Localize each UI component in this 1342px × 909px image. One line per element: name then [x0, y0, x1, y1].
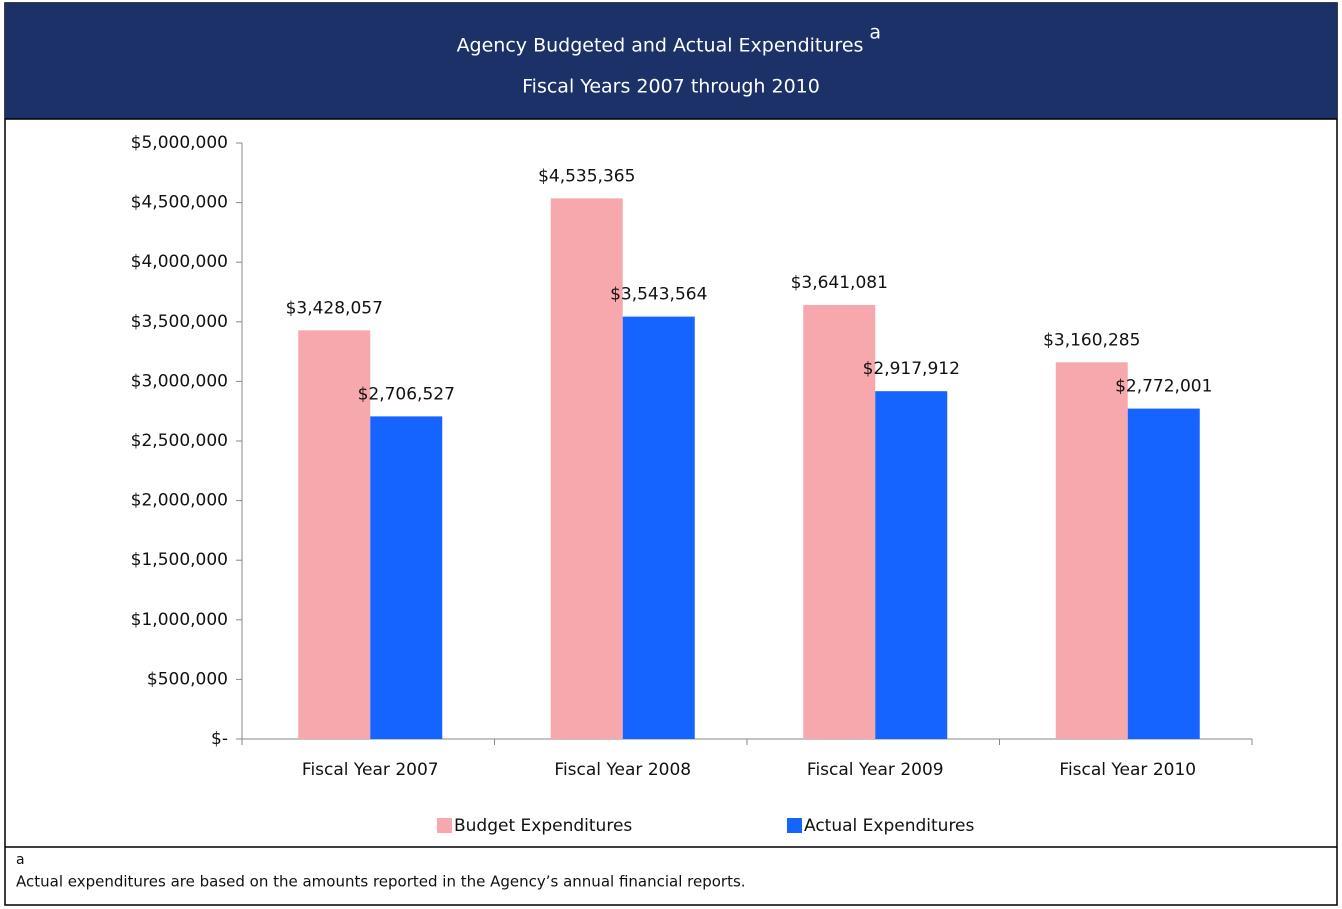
y-tick-label: $1,000,000	[131, 610, 228, 630]
header-band	[5, 3, 1337, 119]
footnote-text: Actual expenditures are based on the amo…	[16, 873, 746, 891]
legend-swatch	[787, 818, 802, 833]
y-tick-label: $1,500,000	[131, 550, 228, 570]
value-label: $3,428,057	[286, 298, 383, 318]
y-tick-label: $-	[211, 729, 228, 749]
y-tick-label: $3,000,000	[131, 371, 228, 391]
x-tick-label: Fiscal Year 2007	[302, 760, 439, 780]
bar	[1127, 408, 1200, 739]
y-tick-label: $2,000,000	[131, 491, 228, 511]
legend-label: Actual Expenditures	[804, 816, 975, 836]
x-tick-label: Fiscal Year 2009	[807, 760, 944, 780]
footnote-marker: a	[16, 852, 25, 868]
header: Agency Budgeted and Actual Expenditures …	[457, 22, 882, 98]
value-label: $3,160,285	[1043, 330, 1140, 350]
chart-subtitle: Fiscal Years 2007 through 2010	[522, 76, 820, 98]
value-label: $2,772,001	[1115, 377, 1212, 397]
y-tick-label: $4,000,000	[131, 252, 228, 272]
bar	[550, 198, 623, 739]
y-tick-label: $5,000,000	[131, 133, 228, 153]
y-tick-label: $2,500,000	[131, 431, 228, 451]
bar	[622, 316, 695, 739]
bar	[803, 304, 876, 739]
bar	[875, 391, 948, 739]
x-tick-label: Fiscal Year 2010	[1059, 760, 1196, 780]
value-label: $3,543,564	[610, 285, 707, 305]
value-label: $2,706,527	[358, 384, 455, 404]
y-tick-label: $500,000	[147, 669, 228, 689]
value-label: $2,917,912	[863, 359, 960, 379]
chart-title: Agency Budgeted and Actual Expenditures	[457, 35, 864, 57]
title-note: a	[869, 22, 881, 44]
bar	[1055, 362, 1128, 739]
bar	[370, 416, 443, 739]
y-tick-label: $4,500,000	[131, 193, 228, 213]
value-label: $4,535,365	[538, 166, 635, 186]
legend-swatch	[437, 818, 452, 833]
y-tick-label: $3,500,000	[131, 312, 228, 332]
x-tick-label: Fiscal Year 2008	[554, 760, 691, 780]
bar	[298, 330, 371, 739]
legend-label: Budget Expenditures	[454, 816, 632, 836]
value-label: $3,641,081	[791, 273, 888, 293]
